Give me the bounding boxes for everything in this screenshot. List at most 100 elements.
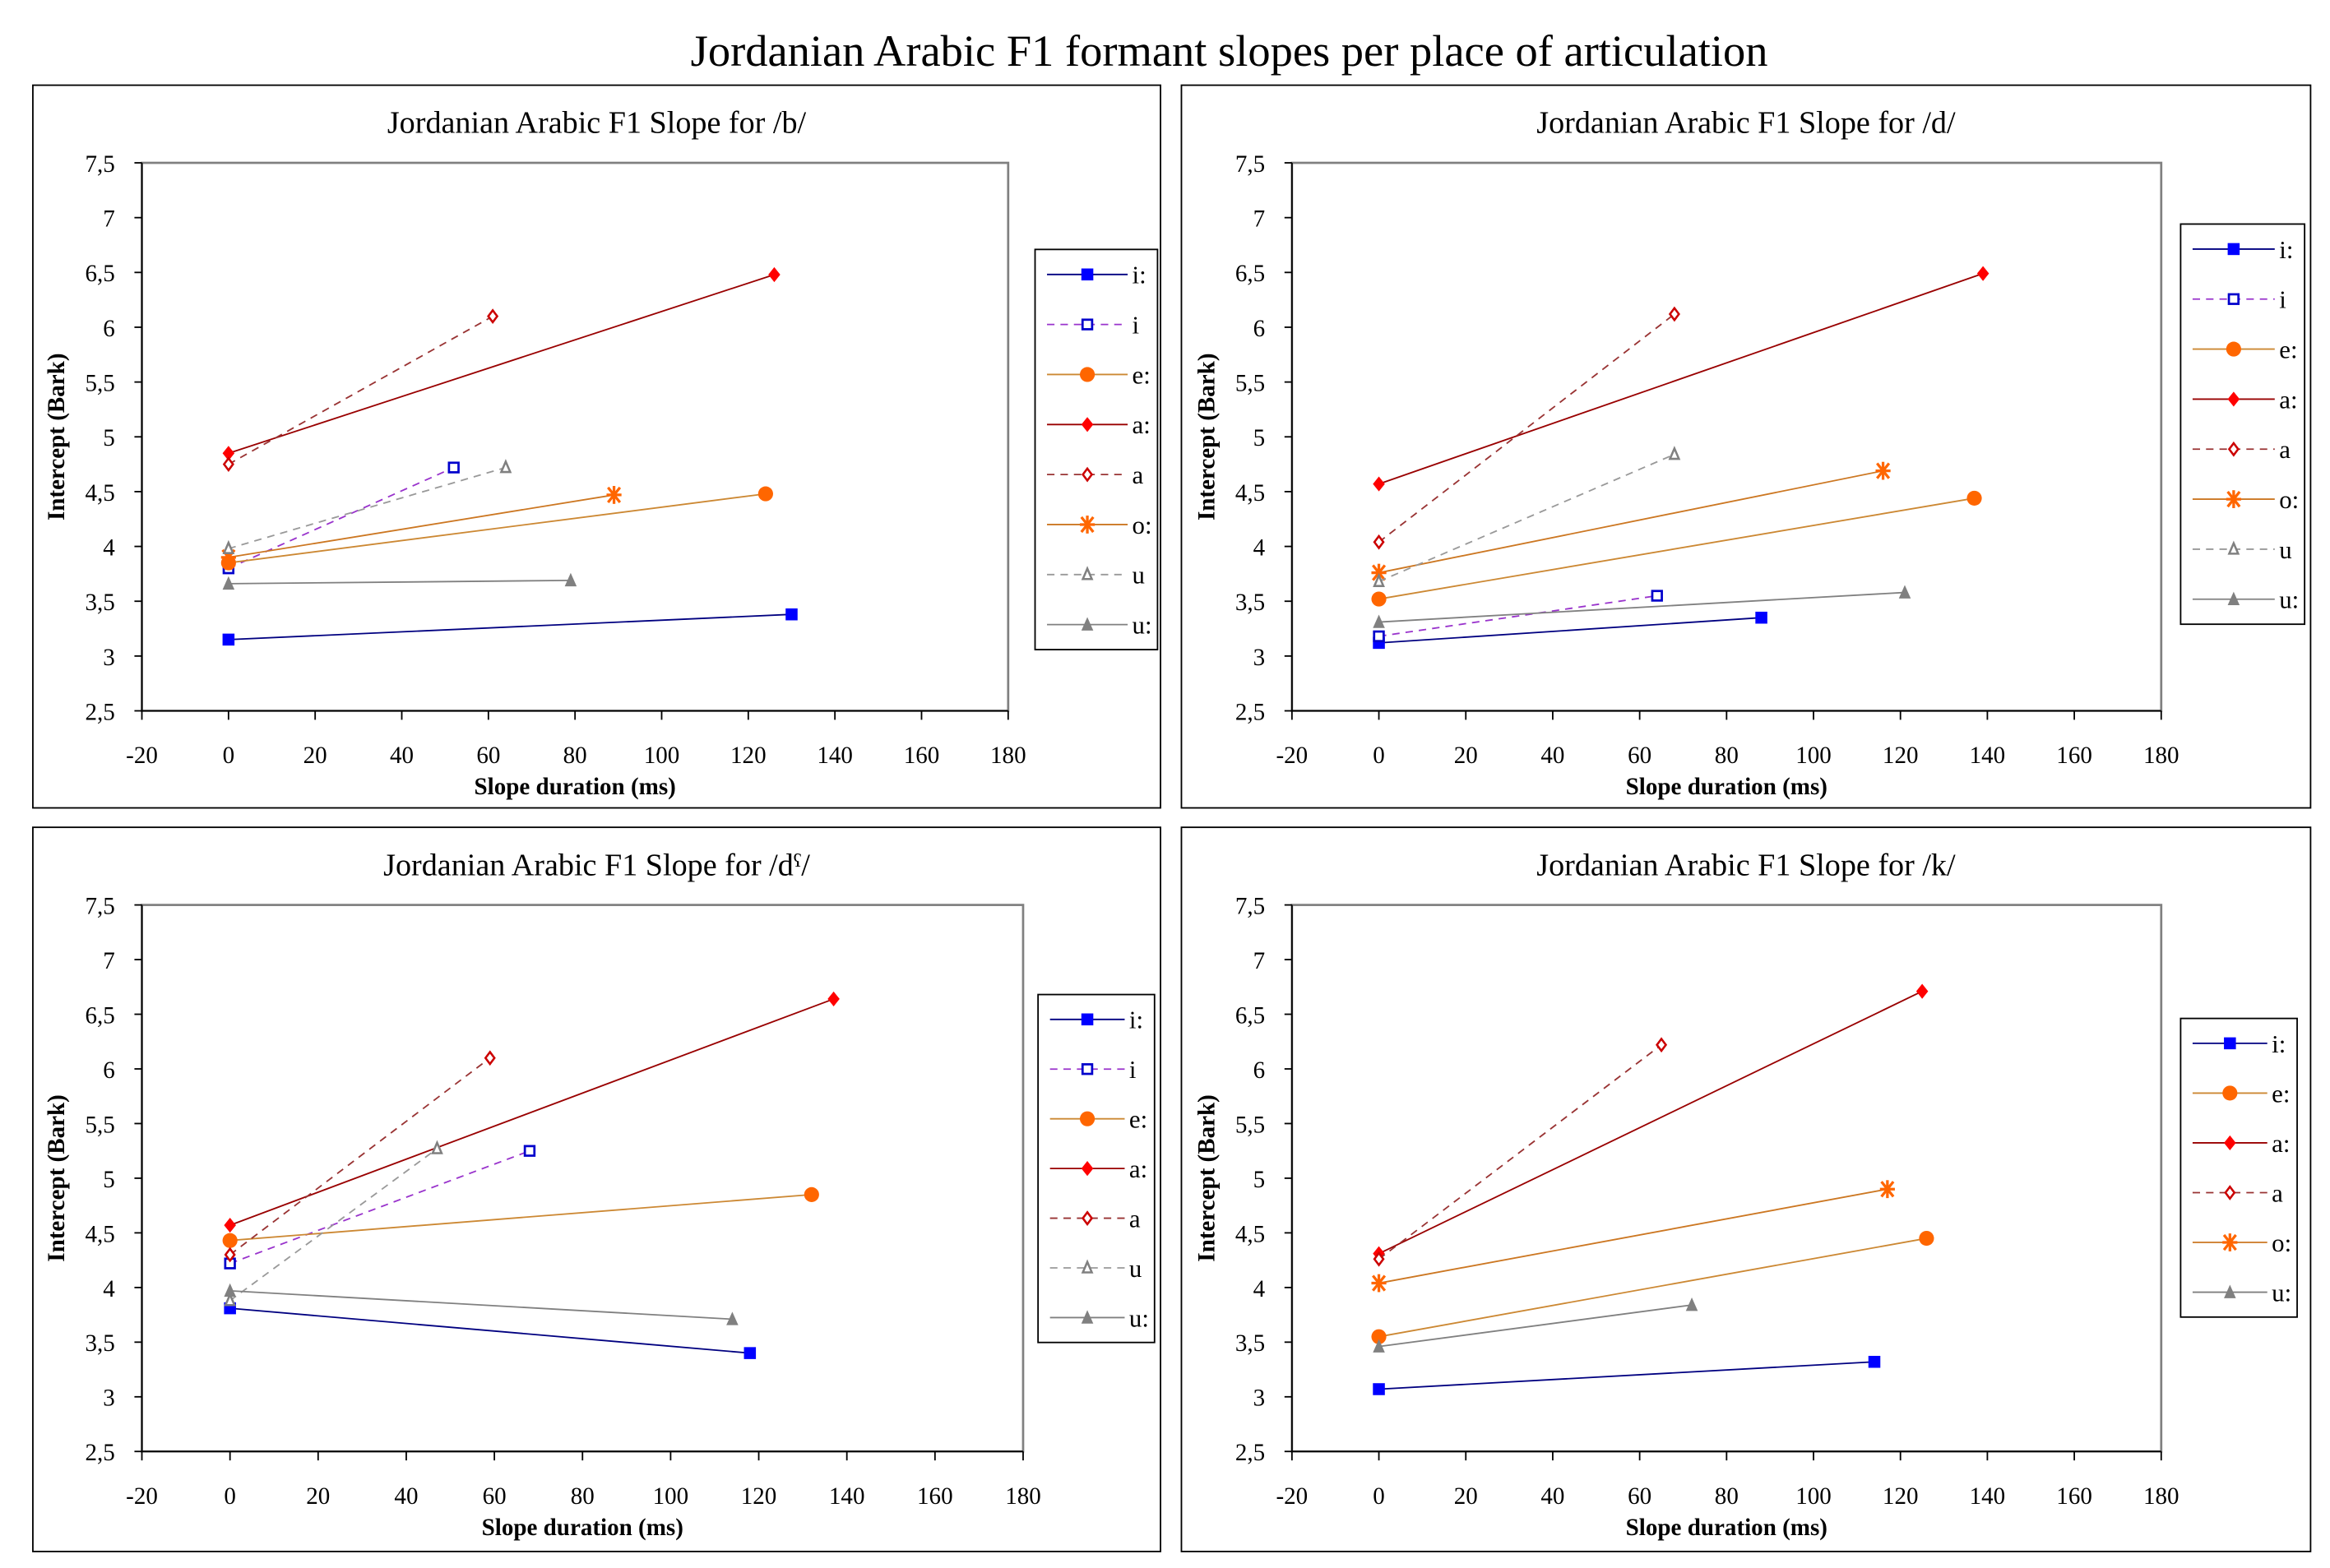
x-tick-label: 120 xyxy=(1883,742,1919,769)
x-tick-label: 40 xyxy=(1540,1483,1564,1510)
data-point xyxy=(222,1233,238,1248)
legend-item: e: xyxy=(2192,1079,2290,1108)
legend-label: a: xyxy=(1129,1154,1147,1183)
series-line xyxy=(229,1057,491,1256)
x-tick-label: 100 xyxy=(1795,1483,1832,1510)
x-tick-label: 180 xyxy=(1005,1483,1041,1510)
series-line xyxy=(229,998,834,1226)
data-point xyxy=(564,572,577,587)
y-tick-label: 6,5 xyxy=(1235,261,1265,287)
legend-label: i: xyxy=(2272,1029,2286,1058)
y-tick-label: 3,5 xyxy=(1235,590,1265,616)
y-tick-label: 5,5 xyxy=(1235,371,1265,397)
series-u-long xyxy=(1373,585,1911,628)
legend-marker xyxy=(1081,417,1094,432)
x-tick-label: 140 xyxy=(1970,1483,2006,1510)
data-point xyxy=(224,1247,236,1263)
data-point xyxy=(1373,614,1385,628)
series-e-long xyxy=(222,1186,819,1248)
series-line xyxy=(1378,497,1975,600)
y-tick-label: 6,5 xyxy=(86,261,115,287)
legend-item: e: xyxy=(1049,1105,1147,1134)
series-u-long xyxy=(224,1283,739,1325)
data-point xyxy=(804,1186,819,1202)
data-point xyxy=(1371,1329,1387,1344)
legend-item: i: xyxy=(2192,235,2293,264)
legend-item: o: xyxy=(2192,1228,2291,1257)
x-tick-label: 0 xyxy=(223,742,235,769)
series-u xyxy=(222,459,512,554)
y-tick-label: 4,5 xyxy=(86,1221,115,1247)
data-point xyxy=(224,1292,237,1307)
data-point xyxy=(726,1311,739,1325)
series-e-long xyxy=(1371,490,1982,607)
y-tick-label: 7,5 xyxy=(86,893,115,919)
legend-marker xyxy=(2227,243,2240,256)
y-axis-label: Intercept (Bark) xyxy=(1193,353,1220,520)
x-tick-label: 80 xyxy=(571,1483,595,1510)
x-tick-label: 120 xyxy=(1883,1483,1919,1510)
legend-label: o: xyxy=(2272,1228,2291,1257)
y-tick-label: 3 xyxy=(1253,1385,1266,1412)
x-tick-label: 140 xyxy=(817,742,853,769)
data-point xyxy=(222,633,235,646)
legend-marker xyxy=(1079,1111,1096,1126)
legend-label: a xyxy=(2279,435,2291,464)
legend-label: o: xyxy=(1133,511,1152,539)
y-tick-label: 4 xyxy=(1253,1276,1266,1302)
legend-label: i: xyxy=(1133,261,1146,289)
series-line xyxy=(228,579,571,585)
x-tick-label: 140 xyxy=(829,1483,865,1510)
legend-label: e: xyxy=(2272,1079,2290,1108)
data-point xyxy=(1668,306,1680,322)
legend-marker xyxy=(2222,1233,2238,1251)
legend-label: a: xyxy=(2279,385,2297,414)
y-tick-label: 7,5 xyxy=(86,151,115,178)
series-a-long xyxy=(1373,266,1990,492)
y-axis-label: Intercept (Bark) xyxy=(44,1094,70,1262)
y-tick-label: 2,5 xyxy=(1235,699,1265,725)
plot-area xyxy=(141,161,1010,712)
legend-label: i xyxy=(1129,1055,1137,1084)
legend-label: i xyxy=(1133,311,1140,340)
legend-marker xyxy=(2227,591,2240,606)
data-point xyxy=(487,308,499,325)
x-tick-label: -20 xyxy=(1276,1483,1308,1510)
legend-item: u xyxy=(1049,1254,1142,1283)
series-u-long xyxy=(1373,1297,1698,1353)
data-point xyxy=(447,461,460,474)
x-tick-label: 160 xyxy=(904,742,940,769)
legend-marker xyxy=(1081,1259,1094,1274)
legend-marker xyxy=(1079,367,1096,382)
x-tick-label: 120 xyxy=(730,742,767,769)
legend-marker xyxy=(1081,318,1094,331)
x-axis-label: Slope duration (ms) xyxy=(475,774,676,800)
chart-panel: Jordanian Arabic F1 Slope for /b/ -20 0 20 4… xyxy=(32,84,1161,809)
y-tick-label: 4,5 xyxy=(86,480,115,506)
series-u xyxy=(1373,446,1681,587)
y-tick-label: 3,5 xyxy=(86,1330,115,1357)
legend-item: a: xyxy=(1047,410,1151,439)
legend-label: e: xyxy=(1129,1105,1147,1134)
y-tick-label: 4 xyxy=(103,534,115,561)
legend-marker xyxy=(2226,490,2241,508)
legend: i: i e: a: a o: u u: xyxy=(2179,223,2306,626)
series-line xyxy=(229,1148,438,1302)
legend-item: i xyxy=(1049,1055,1137,1084)
y-tick-label: 6,5 xyxy=(86,1002,115,1029)
series-line xyxy=(1378,1237,1927,1338)
series-line xyxy=(1378,1044,1662,1260)
y-tick-label: 2,5 xyxy=(1235,1440,1265,1466)
legend-item: i: xyxy=(1049,1006,1143,1034)
series-a xyxy=(222,308,499,472)
legend-label: u: xyxy=(2272,1278,2291,1307)
legend-label: e: xyxy=(1133,360,1151,389)
legend-marker xyxy=(2227,441,2240,457)
data-point xyxy=(768,266,781,283)
y-tick-label: 6,5 xyxy=(1235,1002,1265,1029)
data-point xyxy=(1875,461,1891,480)
legend-item: o: xyxy=(1047,511,1152,539)
y-axis-label: Intercept (Bark) xyxy=(44,353,70,520)
